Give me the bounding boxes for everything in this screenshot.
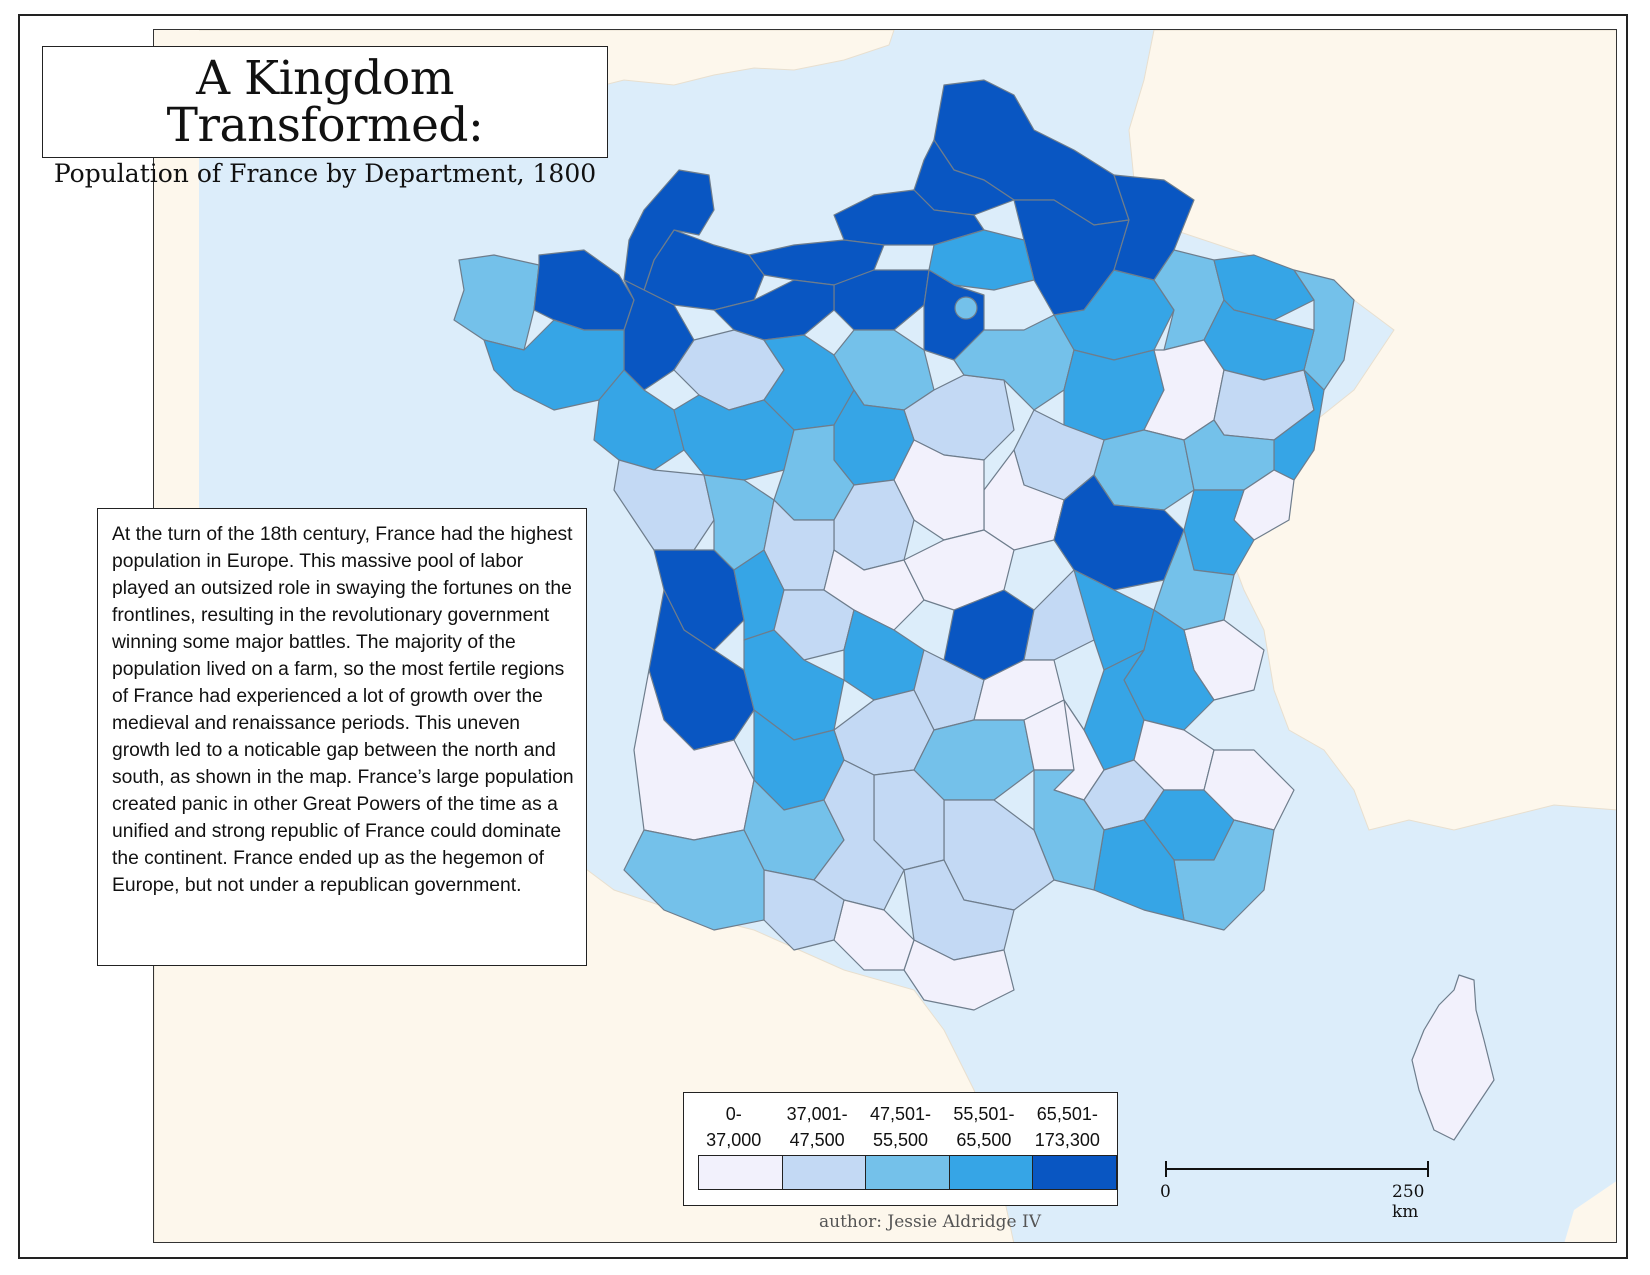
scale-line [1166,1168,1428,1170]
scale-start-label: 0 [1160,1182,1171,1202]
dept-var [1173,819,1275,931]
legend: 0- 37,000 37,001- 47,500 47,501- 55,500 … [683,1092,1118,1206]
legend-swatch [949,1156,1034,1189]
legend-label-line1: 47,501- [869,1104,932,1124]
dept-creuse [823,549,925,631]
dept-corse [1411,974,1495,1141]
dept-allier [903,529,1015,611]
legend-label-line1: 65,501- [1036,1104,1098,1124]
legend-label-line2: 55,500 [872,1130,929,1150]
legend-swatch [699,1156,783,1189]
legend-label-line1: 0- [725,1104,742,1124]
legend-swatch [866,1156,950,1189]
legend-swatch [1033,1156,1116,1189]
departments [453,79,1495,1141]
sardinia-land [1564,1181,1616,1242]
author-credit: author: Jessie Aldridge IV [819,1212,1041,1232]
legend-label-line2: 47,500 [789,1130,845,1150]
legend-label: 0- 37,000 [692,1101,775,1153]
description-box: At the turn of the 18th century, France … [97,508,587,966]
legend-swatches [698,1155,1117,1190]
dept-paris [954,296,978,320]
outer-frame [18,14,1628,1259]
dept-eure [833,269,930,331]
legend-label: 55,501- 65,500 [942,1101,1025,1153]
dept-seine-et-marne [953,314,1075,411]
scale-end-label: 250 km [1392,1182,1425,1222]
scale-tick-start [1165,1161,1167,1177]
dept-manche [623,169,715,291]
description-text: At the turn of the 18th century, France … [112,524,574,896]
map-title: A Kingdom Transformed: [166,51,484,153]
legend-swatch [782,1156,867,1189]
title-box: A Kingdom Transformed: Population of Fra… [42,46,608,188]
map-subtitle: Population of France by Department, 1800 [53,159,597,188]
dept-basses-pyrenees [623,829,765,931]
dept-pyrenees-orientales [903,939,1015,1011]
legend-label: 47,501- 55,500 [859,1101,942,1153]
legend-label: 37,001- 47,500 [775,1101,858,1153]
scale-tick-end [1427,1161,1429,1177]
dept-ille-et-vilaine [623,279,695,391]
legend-label-line2: 37,000 [706,1130,762,1150]
legend-labels: 0- 37,000 37,001- 47,500 47,501- 55,500 … [692,1101,1109,1153]
scale-bar: 0 250 km [1160,1158,1430,1222]
legend-label-line2: 65,500 [956,1130,1012,1150]
legend-label-line1: 37,001- [786,1104,848,1124]
legend-label-line2: 173,300 [1034,1130,1100,1150]
legend-label-line1: 55,501- [953,1104,1015,1124]
legend-label: 65,501- 173,300 [1026,1101,1109,1153]
